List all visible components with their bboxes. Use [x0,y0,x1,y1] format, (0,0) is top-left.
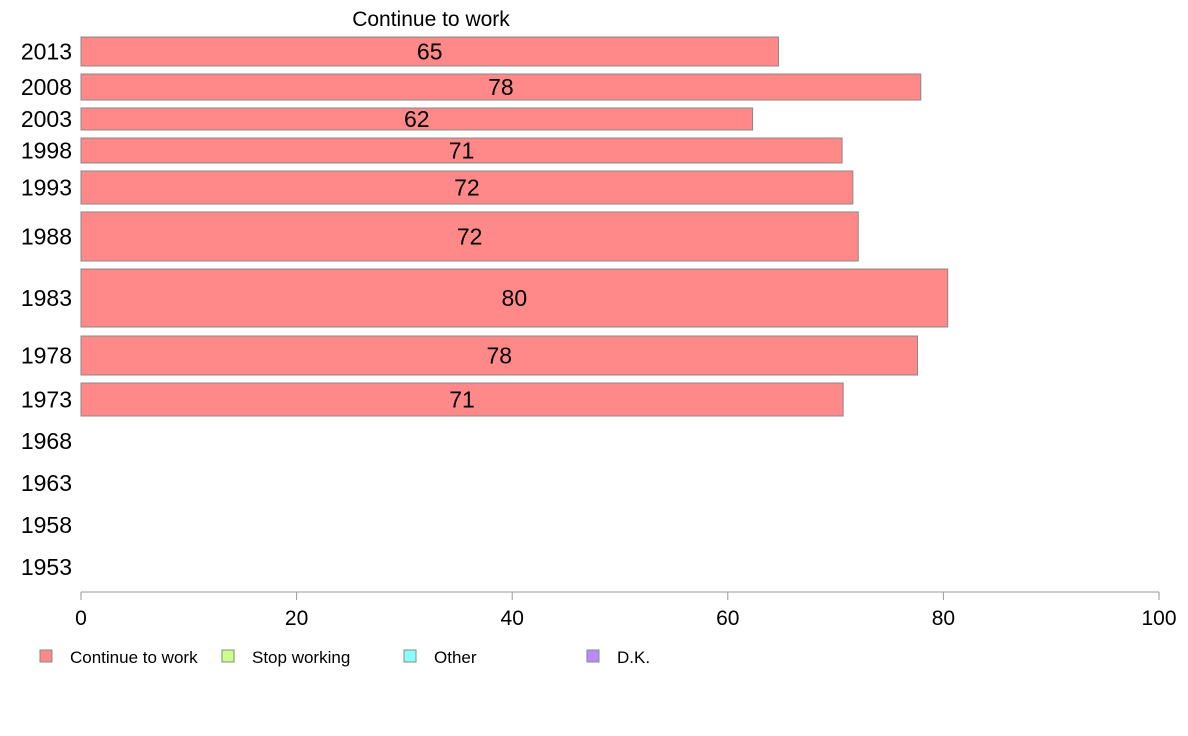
legend-label-1: Stop working [252,648,350,667]
legend-swatch-2 [403,649,417,663]
legend-swatch-0 [39,649,53,663]
bar-1978 [80,335,919,376]
bar-1973 [80,382,844,417]
y-tick-label-2013: 2013 [21,39,72,65]
bar-1993 [80,170,854,205]
bar-value-label-1978: 78 [486,343,512,369]
bars-group [80,36,949,417]
bar-value-label-1973: 71 [449,387,475,413]
x-tick-label-0: 0 [75,607,87,630]
bar-1988 [80,211,859,262]
y-tick-label-1998: 1998 [21,138,72,164]
x-tick-label-80: 80 [932,607,955,630]
y-tick-label-1953: 1953 [21,554,72,580]
bar-value-label-1988: 72 [457,224,483,250]
y-tick-label-1978: 1978 [21,343,72,369]
bar-labels-group: 65 78 62 71 72 72 80 78 71 [404,39,527,413]
bar-value-label-1993: 72 [454,175,480,201]
y-tick-label-1958: 1958 [21,512,72,538]
y-tick-label-1963: 1963 [21,470,72,496]
bar-value-label-2003: 62 [404,106,430,132]
x-tick-label-60: 60 [716,607,739,630]
legend-label-3: D.K. [617,648,650,667]
x-tick-label-100: 100 [1141,607,1176,630]
x-axis: 0 20 40 60 80 100 [75,591,1177,630]
y-axis-labels: 2013 2008 2003 1998 1993 1988 1983 1978 1973 1968… [21,39,72,581]
legend: Continue to work Stop working Other D.K. [39,648,650,667]
bar-value-label-1998: 71 [449,138,475,164]
bar-value-label-2013: 65 [417,39,443,65]
bar-2003 [80,107,754,131]
bar-1998 [80,137,843,164]
x-tick-label-40: 40 [501,607,524,630]
bar-2008 [80,73,922,101]
legend-label-2: Other [434,648,477,667]
chart-title: Continue to work [352,8,510,31]
x-tick-label-20: 20 [285,607,308,630]
legend-swatch-1 [221,649,235,663]
bar-1983 [80,268,949,328]
legend-swatch-3 [586,649,600,663]
y-tick-label-1983: 1983 [21,285,72,311]
bar-value-label-1983: 80 [502,285,528,311]
y-tick-label-2003: 2003 [21,106,72,132]
y-tick-label-2008: 2008 [21,74,72,100]
y-tick-label-1993: 1993 [21,175,72,201]
y-tick-label-1973: 1973 [21,387,72,413]
y-tick-label-1988: 1988 [21,224,72,250]
bar-value-label-2008: 78 [488,74,514,100]
legend-label-0: Continue to work [70,648,198,667]
y-tick-label-1968: 1968 [21,428,72,454]
bar-2013 [80,36,779,67]
